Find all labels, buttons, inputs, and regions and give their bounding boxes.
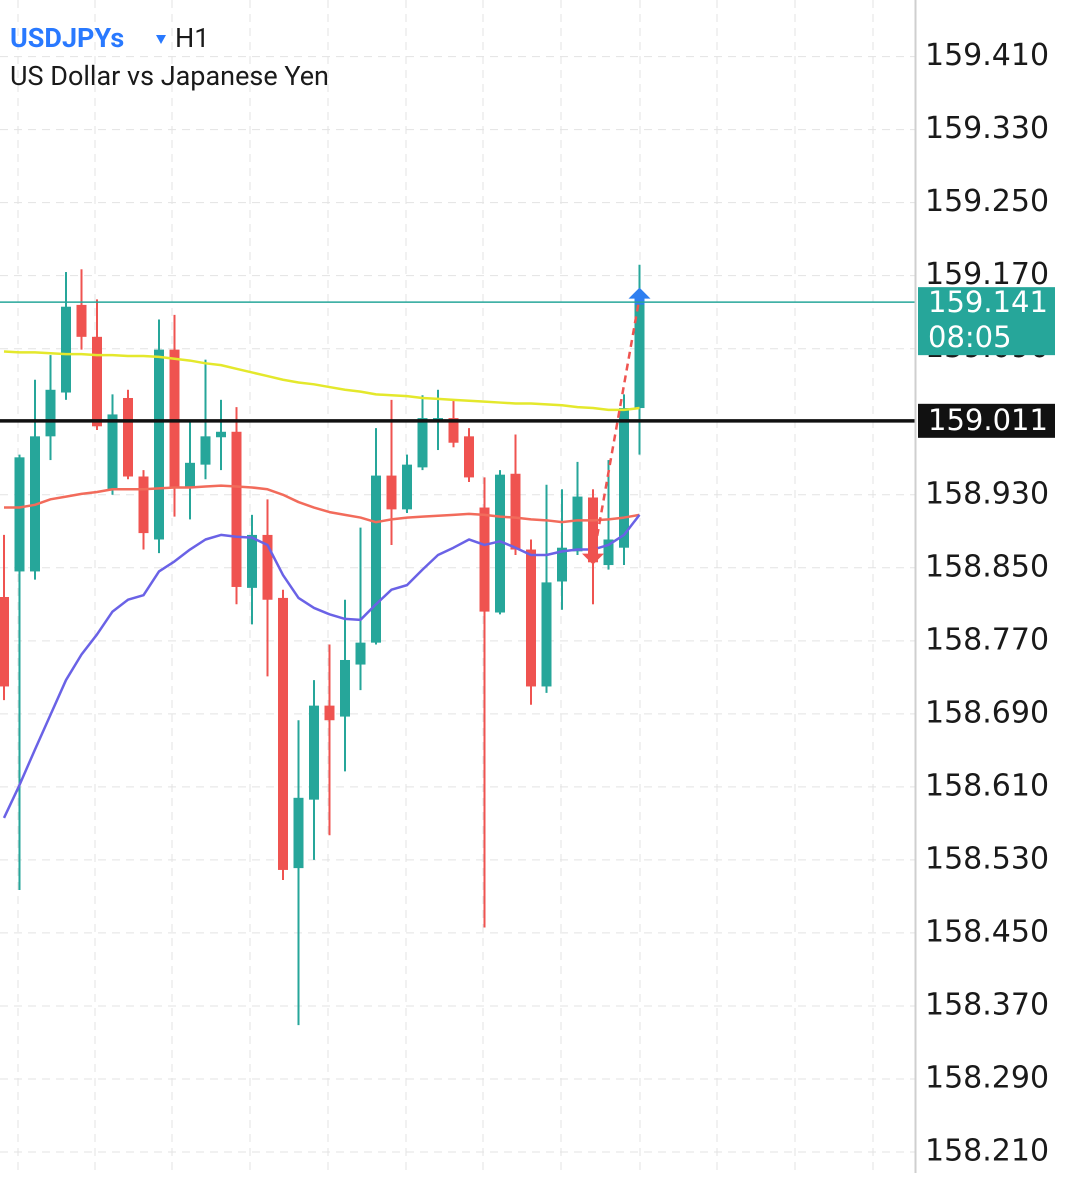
bar-countdown: 08:05 bbox=[928, 320, 1012, 354]
candle-body bbox=[169, 349, 180, 487]
symbol[interactable]: USDJPYs bbox=[10, 22, 124, 54]
symbol-description: US Dollar vs Japanese Yen bbox=[10, 60, 329, 92]
y-tick-label: 159.410 bbox=[925, 38, 1049, 73]
y-tick-label: 158.690 bbox=[925, 695, 1049, 730]
candle-body bbox=[185, 462, 195, 487]
candle-body bbox=[262, 534, 273, 600]
candle-body bbox=[541, 582, 552, 687]
candle-body bbox=[45, 389, 56, 437]
candle-body bbox=[526, 549, 536, 687]
candle-body bbox=[107, 414, 118, 490]
moving-average-line bbox=[3, 350, 640, 412]
y-tick-label: 158.290 bbox=[925, 1060, 1049, 1095]
candle-body bbox=[324, 705, 335, 721]
y-tick-label: 158.770 bbox=[925, 622, 1049, 657]
candle-body bbox=[340, 659, 350, 717]
candle-body bbox=[0, 596, 9, 687]
symbol-dropdown[interactable] bbox=[156, 35, 166, 44]
y-tick-label: 158.370 bbox=[925, 987, 1049, 1022]
y-tick-label: 158.210 bbox=[925, 1134, 1049, 1169]
candle-body bbox=[92, 336, 102, 427]
buy-arrow bbox=[628, 287, 651, 305]
candle-body bbox=[557, 547, 567, 582]
moving-average-line bbox=[2, 514, 641, 819]
timeframe[interactable]: H1 bbox=[175, 22, 209, 54]
candle-body bbox=[495, 474, 505, 613]
grid bbox=[0, 0, 915, 1173]
sell-arrow bbox=[582, 547, 604, 565]
candle-body bbox=[464, 436, 474, 478]
candle-body bbox=[355, 642, 366, 665]
candle-body bbox=[154, 349, 164, 540]
candle-body bbox=[309, 705, 319, 800]
candle-body bbox=[247, 534, 257, 588]
trade-link bbox=[591, 297, 641, 560]
moving-average-line bbox=[4, 484, 640, 524]
candle-body bbox=[619, 408, 629, 548]
plot-area bbox=[0, 264, 915, 1026]
candle-body bbox=[479, 507, 490, 612]
candle-body bbox=[293, 797, 304, 869]
candle-body bbox=[448, 418, 459, 443]
candle-body bbox=[278, 597, 288, 870]
candle-body bbox=[138, 476, 149, 534]
candle-body bbox=[76, 304, 87, 337]
candle-body bbox=[200, 436, 211, 465]
price-label: 159.011 bbox=[928, 403, 1048, 437]
candle-body bbox=[588, 497, 598, 563]
candle-body bbox=[634, 302, 645, 409]
price-label: 159.141 bbox=[928, 285, 1048, 319]
candle-body bbox=[510, 473, 521, 550]
candle-body bbox=[417, 418, 428, 468]
y-tick-label: 159.250 bbox=[925, 184, 1049, 219]
y-tick-label: 158.530 bbox=[925, 841, 1049, 876]
candle-body bbox=[371, 475, 381, 643]
candle-body bbox=[572, 496, 583, 552]
price-label-box bbox=[918, 403, 1055, 438]
y-tick-label: 158.610 bbox=[925, 768, 1049, 803]
candle-body bbox=[123, 397, 133, 477]
candle-body bbox=[386, 475, 397, 510]
y-tick-label: 158.930 bbox=[925, 476, 1049, 511]
header: USDJPYs H1 US Dollar vs Japanese Yen bbox=[10, 22, 329, 92]
candle-body bbox=[61, 306, 71, 393]
y-tick-label: 158.450 bbox=[925, 914, 1049, 949]
price-label-box bbox=[918, 287, 1055, 356]
price-axis: 158.210 158.290 158.370 158.450 158.530 158.6… bbox=[918, 38, 1055, 1169]
candle-body bbox=[603, 539, 614, 566]
candle-body bbox=[231, 431, 242, 587]
candle-body bbox=[402, 464, 412, 510]
candle-body bbox=[216, 431, 226, 438]
y-tick-label: 159.170 bbox=[925, 257, 1049, 292]
candle-body bbox=[14, 457, 25, 572]
y-tick-label: 159.330 bbox=[925, 111, 1049, 146]
y-tick-label: 158.850 bbox=[925, 549, 1049, 584]
